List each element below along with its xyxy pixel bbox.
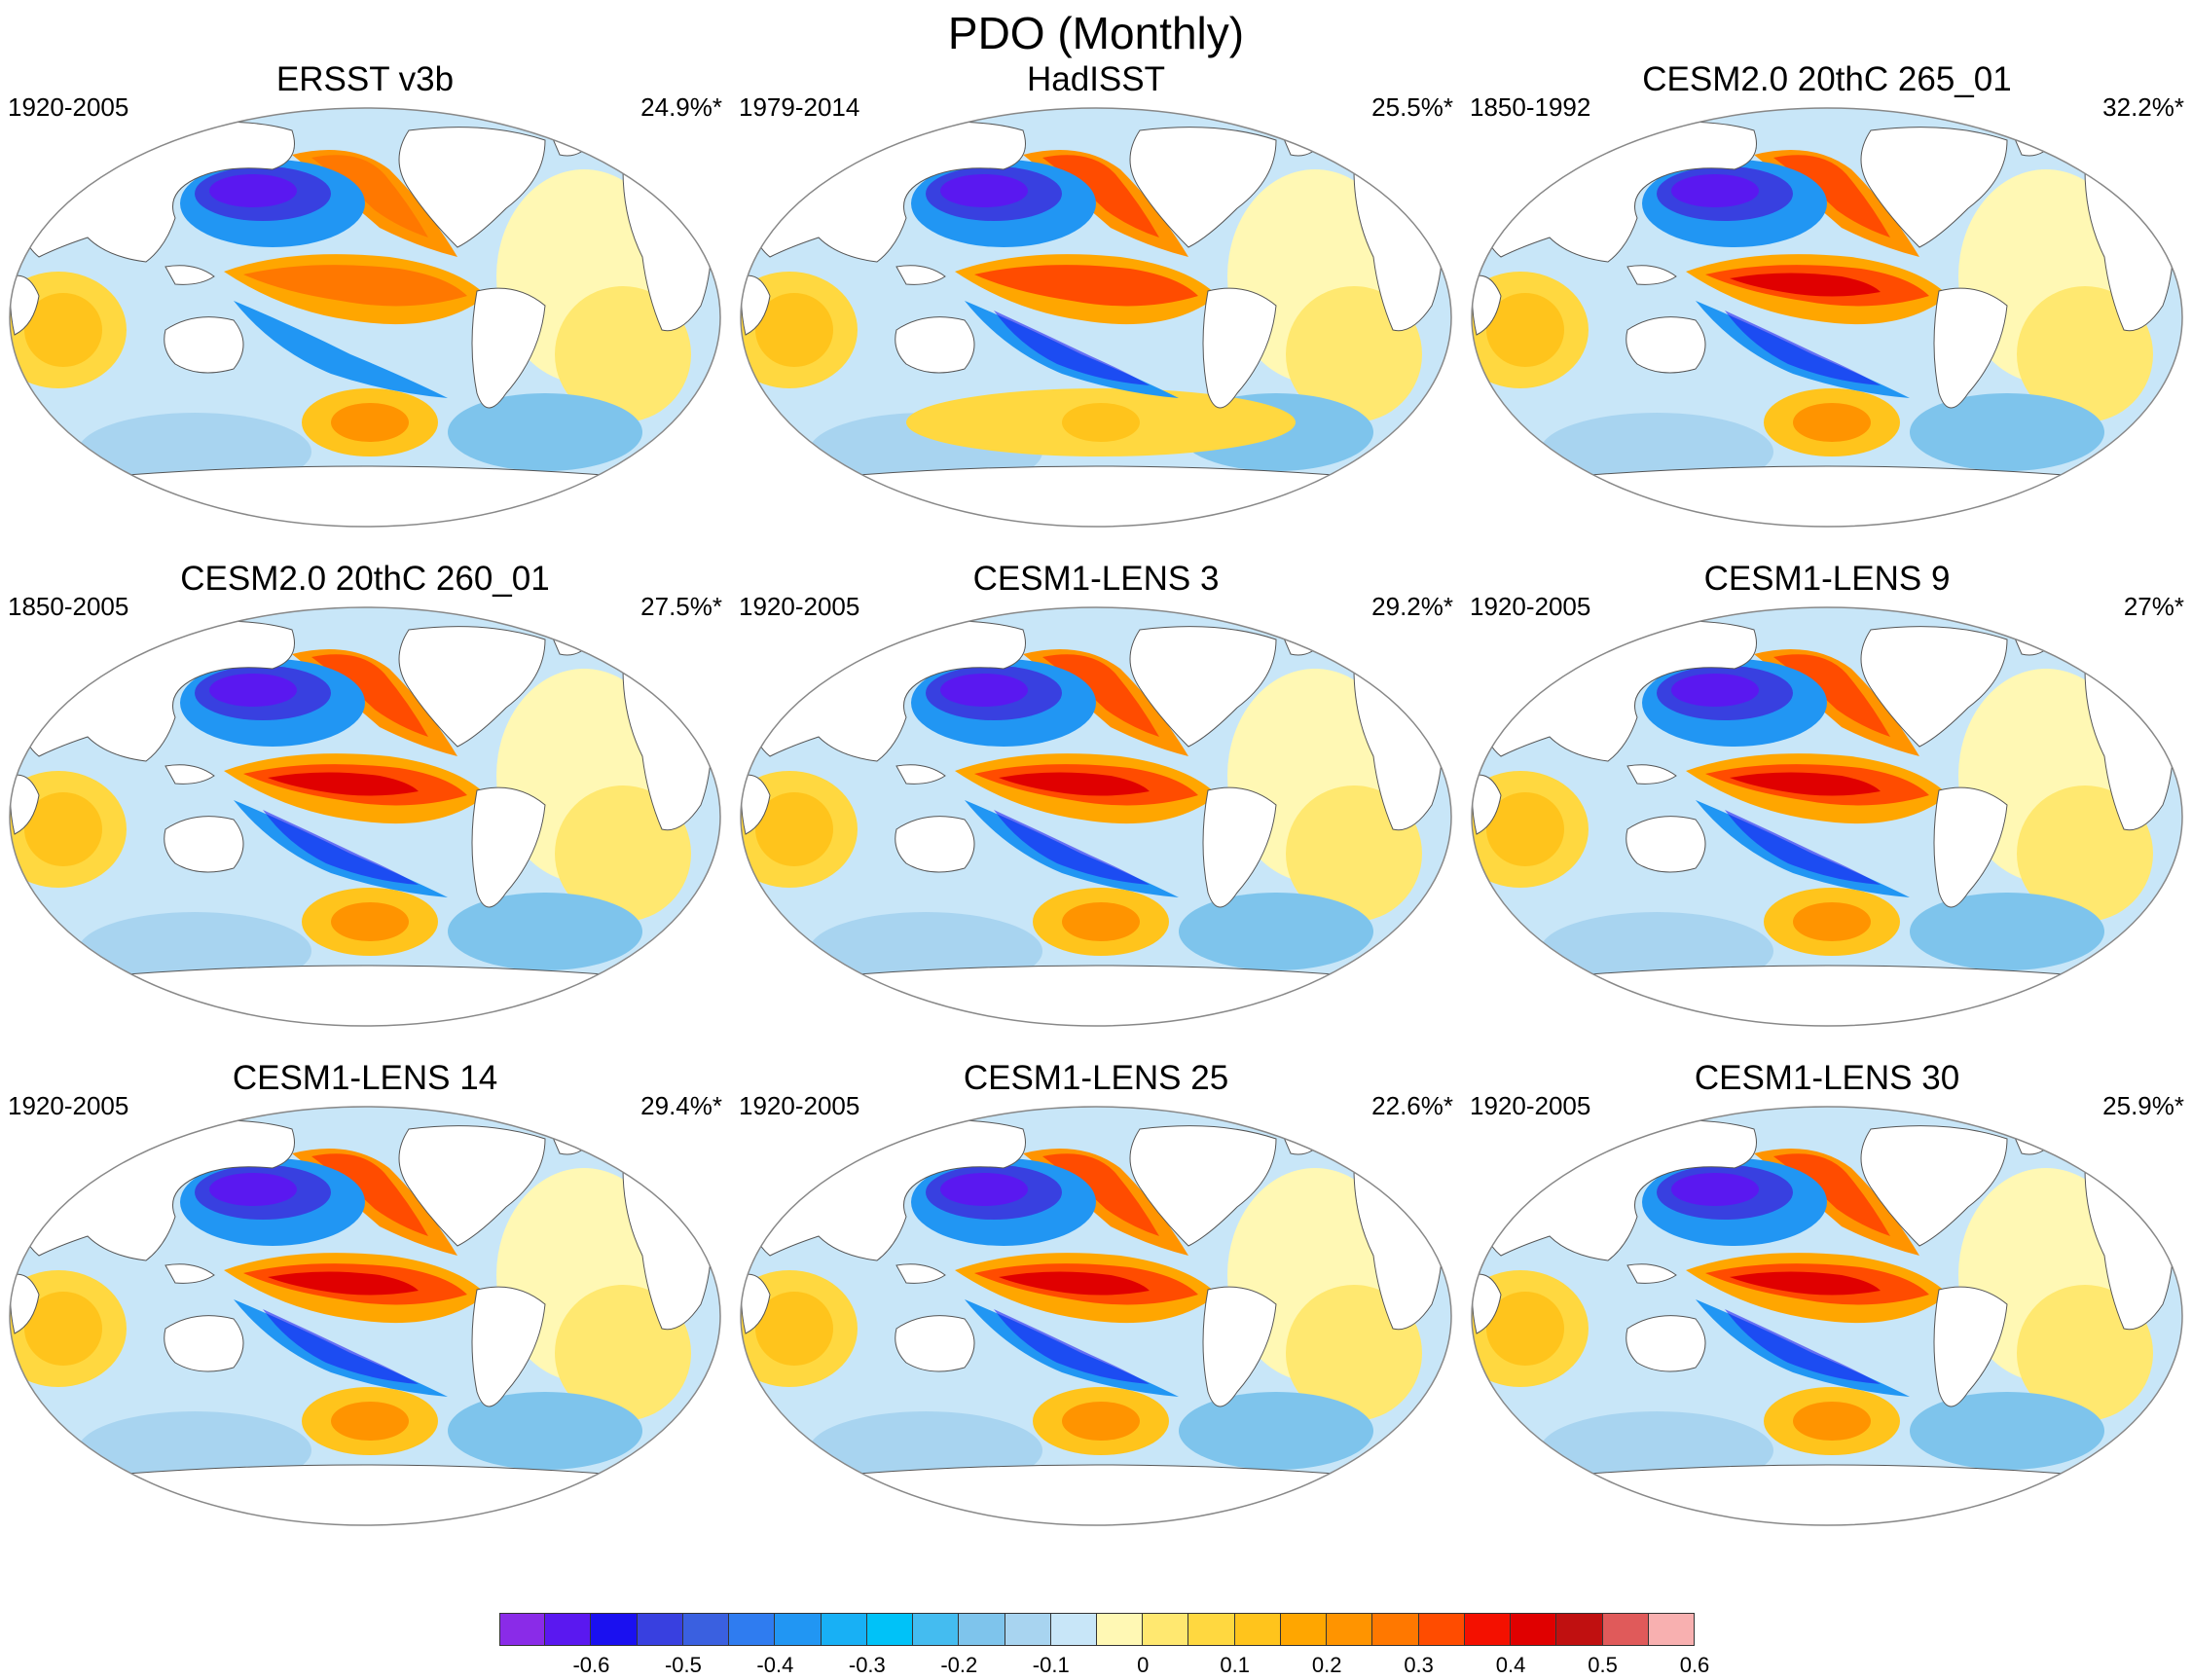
panel-title: CESM1-LENS 3 bbox=[972, 560, 1220, 598]
map-panel: CESM2.0 20thC 260_01 1850-2005 27.5%* bbox=[0, 558, 730, 1035]
panel-variance: 25.5%* bbox=[1371, 92, 1453, 122]
colorbar-swatch bbox=[1280, 1613, 1328, 1646]
colorbar-swatch bbox=[1005, 1613, 1051, 1646]
colorbar-tick-label: -0.5 bbox=[664, 1653, 702, 1677]
world-map bbox=[740, 606, 1452, 1027]
panel-variance: 24.9%* bbox=[640, 92, 722, 122]
colorbar bbox=[499, 1613, 1695, 1648]
colorbar-swatch bbox=[913, 1613, 960, 1646]
panel-variance: 25.9%* bbox=[2102, 1091, 2184, 1120]
map-panel: CESM1-LENS 30 1920-2005 25.9%* bbox=[1462, 1057, 2192, 1534]
panel-period: 1850-1992 bbox=[1470, 92, 1591, 122]
panel-variance: 29.2%* bbox=[1371, 592, 1453, 621]
world-map bbox=[740, 107, 1452, 528]
panel-title: CESM1-LENS 25 bbox=[963, 1059, 1229, 1097]
colorbar-swatch bbox=[1602, 1613, 1649, 1646]
colorbar-tick-label: -0.3 bbox=[848, 1653, 886, 1677]
colorbar-tick-label: 0.3 bbox=[1404, 1653, 1434, 1677]
colorbar-tick-label: -0.6 bbox=[572, 1653, 610, 1677]
panel-title: CESM2.0 20thC 260_01 bbox=[180, 560, 550, 598]
panel-title: ERSST v3b bbox=[275, 60, 455, 98]
panel-period: 1920-2005 bbox=[8, 92, 129, 122]
figure-title: PDO (Monthly) bbox=[947, 8, 1245, 58]
panel-variance: 27.5%* bbox=[640, 592, 722, 621]
colorbar-swatch bbox=[1372, 1613, 1419, 1646]
panel-period: 1920-2005 bbox=[1470, 592, 1591, 621]
map-panel: HadISST 1979-2014 25.5%* bbox=[731, 58, 1461, 535]
world-map bbox=[9, 107, 721, 528]
world-map bbox=[1471, 1106, 2183, 1526]
colorbar-tick-label: 0.1 bbox=[1220, 1653, 1250, 1677]
colorbar-swatch bbox=[821, 1613, 867, 1646]
colorbar-tick-label: 0.6 bbox=[1679, 1653, 1710, 1677]
colorbar-swatch bbox=[1648, 1613, 1695, 1646]
panel-variance: 32.2%* bbox=[2102, 92, 2184, 122]
panel-period: 1920-2005 bbox=[739, 592, 860, 621]
map-panel: CESM1-LENS 14 1920-2005 29.4%* bbox=[0, 1057, 730, 1534]
panel-period: 1979-2014 bbox=[739, 92, 860, 122]
colorbar-tick-label: -0.2 bbox=[940, 1653, 978, 1677]
panel-period: 1920-2005 bbox=[1470, 1091, 1591, 1120]
map-panel: ERSST v3b 1920-2005 24.9%* bbox=[0, 58, 730, 535]
world-map bbox=[1471, 606, 2183, 1027]
colorbar-swatch bbox=[1234, 1613, 1281, 1646]
colorbar-swatch bbox=[1556, 1613, 1603, 1646]
panel-period: 1920-2005 bbox=[8, 1091, 129, 1120]
panel-title: HadISST bbox=[1027, 60, 1165, 98]
colorbar-tick-label: 0.4 bbox=[1495, 1653, 1526, 1677]
panel-variance: 29.4%* bbox=[640, 1091, 722, 1120]
panel-variance: 27%* bbox=[2123, 592, 2184, 621]
colorbar-tick-label: -0.1 bbox=[1032, 1653, 1070, 1677]
colorbar-swatch bbox=[499, 1613, 546, 1646]
map-panel: CESM1-LENS 3 1920-2005 29.2%* bbox=[731, 558, 1461, 1035]
map-panel: CESM1-LENS 9 1920-2005 27%* bbox=[1462, 558, 2192, 1035]
colorbar-swatch bbox=[637, 1613, 683, 1646]
colorbar-tick-label: 0.2 bbox=[1311, 1653, 1342, 1677]
colorbar-swatch bbox=[1143, 1613, 1189, 1646]
world-map bbox=[9, 606, 721, 1027]
colorbar-swatch bbox=[1050, 1613, 1097, 1646]
colorbar-swatch bbox=[682, 1613, 730, 1646]
colorbar-swatch bbox=[959, 1613, 1005, 1646]
world-map bbox=[9, 1106, 721, 1526]
colorbar-swatch bbox=[729, 1613, 776, 1646]
colorbar-tick-label: 0 bbox=[1137, 1653, 1150, 1677]
colorbar-swatch bbox=[866, 1613, 914, 1646]
world-map bbox=[740, 1106, 1452, 1526]
map-panel: CESM1-LENS 25 1920-2005 22.6%* bbox=[731, 1057, 1461, 1534]
map-panel: CESM2.0 20thC 265_01 1850-1992 32.2%* bbox=[1462, 58, 2192, 535]
colorbar-swatch bbox=[1188, 1613, 1235, 1646]
colorbar-swatch bbox=[1097, 1613, 1144, 1646]
colorbar-tick-label: 0.5 bbox=[1588, 1653, 1618, 1677]
colorbar-swatch bbox=[1418, 1613, 1465, 1646]
panel-period: 1850-2005 bbox=[8, 592, 129, 621]
world-map bbox=[1471, 107, 2183, 528]
panel-title: CESM1-LENS 9 bbox=[1703, 560, 1951, 598]
colorbar-swatch bbox=[1464, 1613, 1512, 1646]
colorbar-swatch bbox=[775, 1613, 822, 1646]
colorbar-swatch bbox=[545, 1613, 592, 1646]
panel-title: CESM1-LENS 30 bbox=[1694, 1059, 1960, 1097]
colorbar-swatch bbox=[1511, 1613, 1557, 1646]
colorbar-swatch bbox=[1327, 1613, 1373, 1646]
panel-variance: 22.6%* bbox=[1371, 1091, 1453, 1120]
colorbar-swatch bbox=[591, 1613, 638, 1646]
colorbar-tick-label: -0.4 bbox=[756, 1653, 794, 1677]
panel-period: 1920-2005 bbox=[739, 1091, 860, 1120]
panel-title: CESM1-LENS 14 bbox=[232, 1059, 498, 1097]
panel-title: CESM2.0 20thC 265_01 bbox=[1642, 60, 2012, 98]
